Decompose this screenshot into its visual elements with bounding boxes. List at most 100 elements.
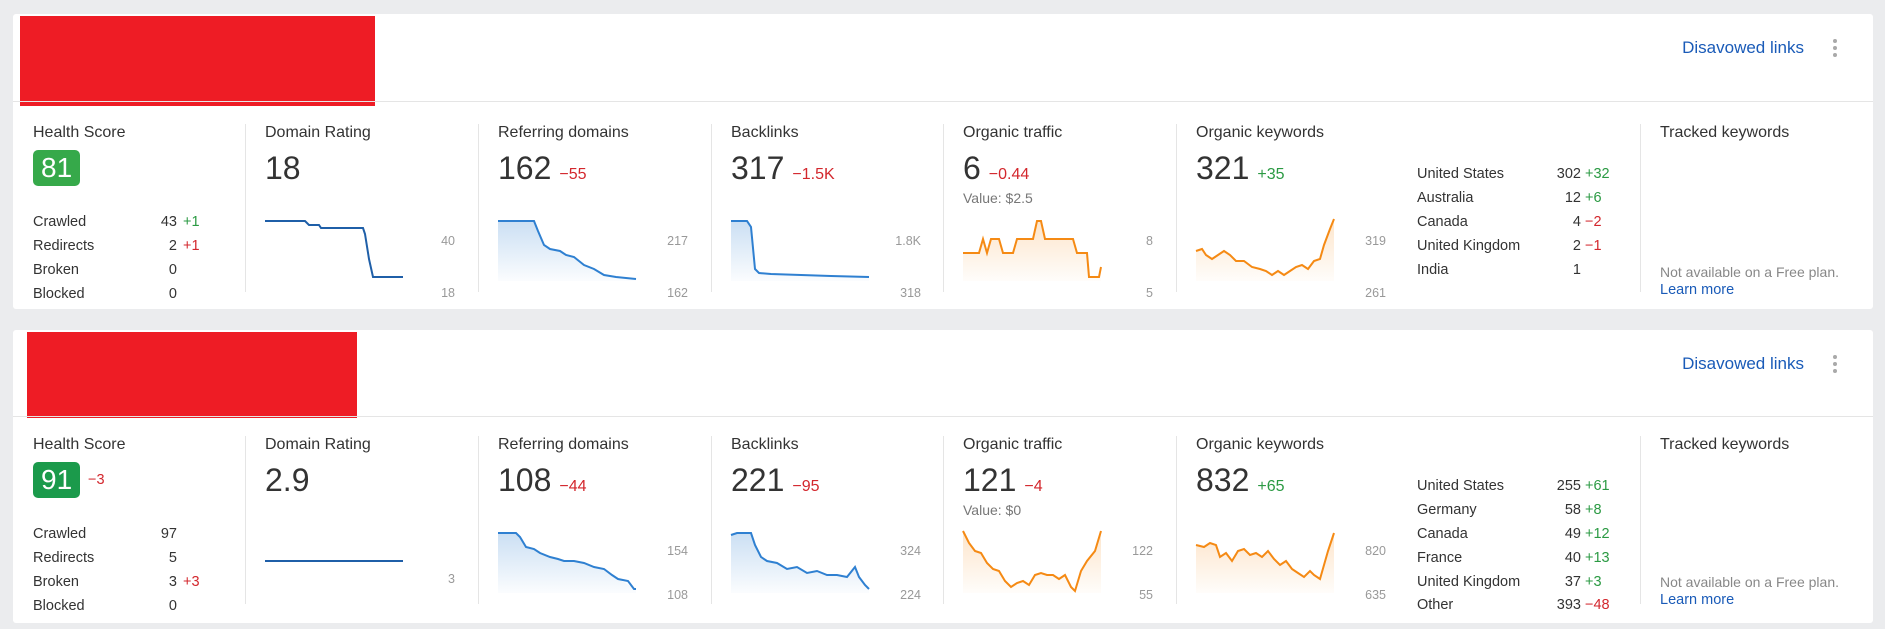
- organic-traffic-sparkline: [963, 220, 1102, 281]
- country-delta: +12: [1585, 526, 1610, 542]
- site-card-2: Disavowed links Health Score 91 −3 Crawl…: [13, 330, 1873, 623]
- country-value: 2: [1572, 238, 1581, 254]
- country-delta: +8: [1585, 502, 1602, 518]
- tracked-keywords-block: Tracked keywords Not available on a Free…: [1660, 436, 1870, 608]
- redacted-project-header: [27, 332, 357, 418]
- organic-keywords-block[interactable]: Organic keywords 832 +65 820 635: [1195, 436, 1396, 606]
- referring-domains-block[interactable]: Referring domains 162 −55 217 162: [498, 124, 698, 300]
- health-score-block[interactable]: Health Score 81 Crawled 43 +1 Redirects …: [33, 124, 203, 302]
- country-name: United States: [1417, 478, 1505, 494]
- disavowed-links-link[interactable]: Disavowed links: [1682, 38, 1804, 57]
- more-options-icon[interactable]: [1833, 355, 1837, 376]
- referring-domains-value: 162 −55: [498, 150, 587, 186]
- tracked-keywords-label: Tracked keywords: [1660, 124, 1790, 141]
- divider: [13, 416, 1873, 417]
- country-name: Other: [1417, 597, 1454, 613]
- domain-rating-sparkline: [265, 560, 403, 562]
- organic-keywords-axis-bottom: 261: [1365, 286, 1386, 300]
- organic-traffic-axis-top: 8: [1146, 234, 1153, 248]
- organic-traffic-label: Organic traffic: [963, 124, 1063, 141]
- country-value: 58: [1564, 502, 1581, 518]
- health-score-block[interactable]: Health Score 91 −3 Crawled 97 Redirects …: [33, 436, 203, 614]
- column-divider: [245, 124, 246, 292]
- domain-rating-value: 18: [265, 150, 301, 186]
- redirects-delta: +1: [183, 238, 200, 254]
- country-name: France: [1417, 550, 1463, 566]
- column-divider: [478, 436, 479, 604]
- redacted-project-header: [20, 16, 375, 106]
- backlinks-value: 221 −95: [731, 462, 820, 498]
- organic-traffic-subvalue: Value: $2.5: [963, 190, 1033, 206]
- health-score-label: Health Score: [33, 124, 126, 141]
- crawled-value: 43: [160, 214, 177, 230]
- backlinks-label: Backlinks: [731, 124, 799, 141]
- redirects-value: 5: [168, 550, 177, 566]
- referring-domains-sparkline: [498, 220, 637, 281]
- tracked-keywords-label: Tracked keywords: [1660, 436, 1790, 453]
- country-name: United Kingdom: [1417, 238, 1521, 254]
- more-options-icon[interactable]: [1833, 39, 1837, 60]
- organic-keywords-label: Organic keywords: [1196, 124, 1325, 141]
- crawled-label: Crawled: [33, 214, 87, 230]
- country-delta: −48: [1585, 597, 1610, 613]
- column-divider: [1176, 436, 1177, 604]
- health-score-badge: 91: [33, 462, 81, 498]
- column-divider: [711, 124, 712, 292]
- redirects-value: 2: [168, 238, 177, 254]
- backlinks-axis-bottom: 318: [900, 286, 921, 300]
- organic-traffic-subvalue: Value: $0: [963, 502, 1022, 518]
- country-value: 40: [1564, 550, 1581, 566]
- backlinks-axis-top: 324: [900, 544, 921, 558]
- referring-domains-axis-bottom: 108: [667, 588, 688, 602]
- organic-keywords-axis-bottom: 635: [1365, 588, 1386, 602]
- divider: [13, 101, 1873, 102]
- organic-traffic-axis-top: 122: [1132, 544, 1153, 558]
- backlinks-axis-top: 1.8K: [895, 234, 921, 248]
- broken-delta: +3: [183, 574, 200, 590]
- organic-keywords-label: Organic keywords: [1196, 436, 1325, 453]
- country-value: 4: [1572, 214, 1581, 230]
- organic-keywords-block[interactable]: Organic keywords 321 +35 319 261: [1195, 124, 1396, 300]
- crawled-delta: +1: [183, 214, 200, 230]
- organic-traffic-block[interactable]: Organic traffic 6 −0.44 Value: $2.5 8 5: [963, 124, 1163, 300]
- column-divider: [1640, 124, 1641, 292]
- country-value: 255: [1556, 478, 1581, 494]
- disavowed-links-link[interactable]: Disavowed links: [1682, 354, 1804, 373]
- referring-domains-axis-top: 217: [667, 234, 688, 248]
- country-delta: +6: [1585, 190, 1602, 206]
- country-name: United Kingdom: [1417, 574, 1521, 590]
- column-divider: [478, 124, 479, 292]
- learn-more-link[interactable]: Learn more: [1660, 282, 1735, 298]
- backlinks-block[interactable]: Backlinks 317 −1.5K 1.8K 318: [731, 124, 931, 300]
- not-available-note: Not available on a Free plan.: [1660, 264, 1839, 280]
- organic-traffic-block[interactable]: Organic traffic 121 −4 Value: $0 122 55: [962, 436, 1163, 606]
- backlinks-block[interactable]: Backlinks 221 −95 324 224: [730, 436, 931, 606]
- crawled-label: Crawled: [33, 526, 87, 542]
- country-delta: +61: [1585, 478, 1610, 494]
- country-name: Canada: [1417, 214, 1468, 230]
- health-score-label: Health Score: [33, 436, 126, 453]
- domain-rating-axis-top: 40: [441, 234, 455, 248]
- backlinks-label: Backlinks: [731, 436, 799, 453]
- learn-more-link[interactable]: Learn more: [1660, 592, 1735, 608]
- redirects-label: Redirects: [33, 238, 95, 254]
- organic-traffic-value: 121 −4: [963, 462, 1043, 498]
- domain-rating-block[interactable]: Domain Rating 2.9 3: [265, 436, 465, 606]
- health-score-badge: 81: [33, 150, 81, 186]
- backlinks-sparkline: [731, 220, 870, 281]
- column-divider: [943, 124, 944, 292]
- blocked-label: Blocked: [33, 286, 85, 302]
- referring-domains-block[interactable]: Referring domains 108 −44 154 108: [498, 436, 698, 606]
- domain-rating-value: 2.9: [265, 462, 310, 498]
- country-name: Germany: [1417, 502, 1477, 518]
- organic-traffic-value: 6 −0.44: [963, 150, 1030, 186]
- domain-rating-block[interactable]: Domain Rating 18 40 18: [265, 124, 465, 300]
- broken-value: 0: [168, 262, 177, 278]
- domain-rating-label: Domain Rating: [265, 124, 371, 141]
- referring-domains-label: Referring domains: [498, 436, 629, 453]
- domain-rating-sparkline: [265, 220, 403, 278]
- column-divider: [711, 436, 712, 604]
- column-divider: [943, 436, 944, 604]
- blocked-label: Blocked: [33, 598, 85, 614]
- country-name: Canada: [1417, 526, 1468, 542]
